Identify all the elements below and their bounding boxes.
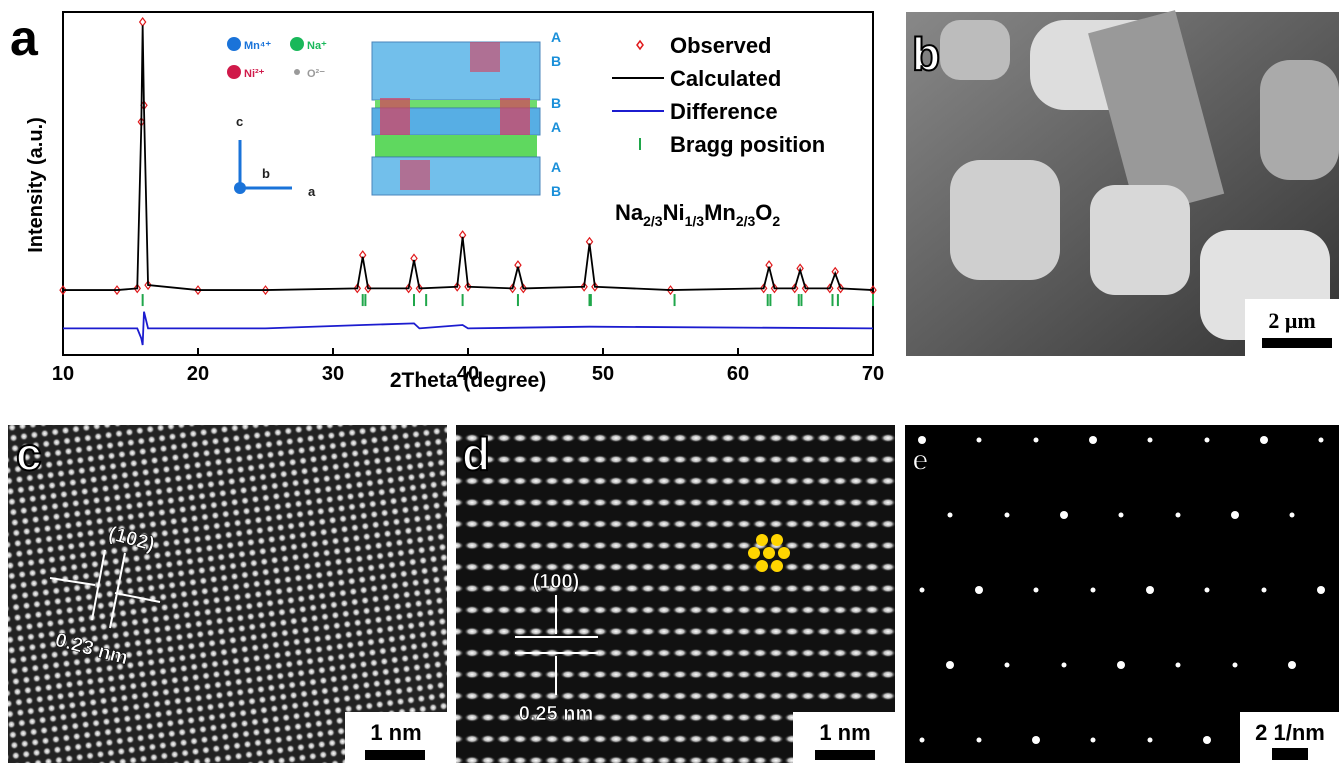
- diffraction-spot: [1288, 661, 1296, 669]
- legend-label: Bragg position: [670, 132, 825, 157]
- species-label: Ni²⁺: [244, 68, 265, 80]
- panel-label: a: [10, 10, 39, 66]
- formula-element: Na: [615, 200, 644, 225]
- observed-point: [140, 18, 146, 26]
- formula-subscript: 2/3: [736, 213, 756, 229]
- formula-subscript: 2: [772, 213, 780, 229]
- x-tick-label: 60: [727, 363, 749, 385]
- stacking-label: B: [551, 95, 561, 111]
- stacking-label: A: [551, 29, 561, 45]
- diffraction-spot: [975, 586, 983, 594]
- crystal-inset: [234, 42, 540, 195]
- stacking-label: B: [551, 183, 561, 199]
- diffraction-spot: [1319, 438, 1324, 443]
- x-tick-label: 10: [52, 363, 74, 385]
- diffraction-spot: [1117, 661, 1125, 669]
- diffraction-spot: [948, 513, 953, 518]
- legend-marker: [637, 41, 643, 49]
- axis-label: c: [236, 114, 243, 129]
- diffraction-spot: [1176, 663, 1181, 668]
- legend-label: Calculated: [670, 66, 781, 91]
- diffraction-spot: [1091, 588, 1096, 593]
- diffraction-spot: [1317, 586, 1325, 594]
- x-tick-label: 40: [457, 363, 479, 385]
- figure: a 2Theta (degree) Intensity (a.u.) 10203…: [0, 0, 1339, 763]
- diffraction-spot: [918, 436, 926, 444]
- species-marker: [290, 37, 304, 51]
- diffraction-spot: [1231, 511, 1239, 519]
- y-axis-label: Intensity (a.u.): [25, 117, 47, 253]
- stacking-label: B: [551, 53, 561, 69]
- axis-label: a: [308, 184, 316, 199]
- x-tick-label: 50: [592, 363, 614, 385]
- formula-element: Ni: [663, 200, 685, 225]
- diffraction-spot: [1119, 513, 1124, 518]
- panel-label: c: [16, 428, 42, 480]
- series-line: [63, 312, 873, 345]
- diffraction-spot: [1290, 513, 1295, 518]
- annotation: 0.25 nm: [519, 703, 593, 725]
- diffraction-spot: [1148, 438, 1153, 443]
- species-label: O²⁻: [307, 68, 325, 80]
- hrtem-c: [8, 425, 447, 763]
- diffraction-spot: [946, 661, 954, 669]
- scale-bar-label: 2 1/nm: [1255, 720, 1325, 745]
- scale-bar-label: 2 μm: [1268, 308, 1315, 333]
- panel-label: b: [912, 28, 940, 80]
- x-tick-label: 30: [322, 363, 344, 385]
- diffraction-spot: [1205, 438, 1210, 443]
- diffraction-spot: [920, 588, 925, 593]
- diffraction-spot: [1005, 663, 1010, 668]
- formula-element: Mn: [704, 200, 736, 225]
- stacking-label: A: [551, 119, 561, 135]
- panel-label: e: [912, 444, 929, 477]
- formula-element: O: [755, 200, 772, 225]
- panel-label: d: [462, 428, 490, 480]
- diffraction-spot: [1034, 588, 1039, 593]
- sem-image: [906, 10, 1339, 356]
- diffraction-spot: [1062, 663, 1067, 668]
- diffraction-spot: [1146, 586, 1154, 594]
- diffraction-spot: [1034, 438, 1039, 443]
- axis-label: b: [262, 166, 270, 181]
- diffraction-spot: [1176, 513, 1181, 518]
- species-marker: [227, 65, 241, 79]
- diffraction-spot: [1032, 736, 1040, 744]
- diffraction-spot: [977, 738, 982, 743]
- diffraction-spot: [1260, 436, 1268, 444]
- diffraction-spot: [1091, 738, 1096, 743]
- scale-bar-label: 1 nm: [370, 720, 421, 745]
- formula-subscript: 1/3: [685, 213, 705, 229]
- diffraction-spot: [1262, 588, 1267, 593]
- species-marker: [227, 37, 241, 51]
- x-tick-label: 20: [187, 363, 209, 385]
- legend-label: Difference: [670, 99, 778, 124]
- scale-bar-label: 1 nm: [819, 720, 870, 745]
- diffraction-spot: [1060, 511, 1068, 519]
- diffraction-spot: [920, 738, 925, 743]
- stacking-label: A: [551, 159, 561, 175]
- diffraction-spot: [1089, 436, 1097, 444]
- diffraction-spot: [1005, 513, 1010, 518]
- diffraction-spot: [1148, 738, 1153, 743]
- annotation: (100): [533, 571, 580, 593]
- x-tick-label: 70: [862, 363, 884, 385]
- diffraction-spot: [1203, 736, 1211, 744]
- species-marker: [294, 69, 300, 75]
- diffraction-spot: [1233, 663, 1238, 668]
- diffraction-spot: [1205, 588, 1210, 593]
- formula-subscript: 2/3: [643, 213, 663, 229]
- legend-label: Observed: [670, 33, 772, 58]
- diffraction-spot: [977, 438, 982, 443]
- species-label: Mn⁴⁺: [244, 40, 271, 52]
- saed-e: [905, 425, 1339, 763]
- formula: Na2/3Ni1/3Mn2/3O2: [615, 200, 780, 229]
- species-label: Na⁺: [307, 40, 327, 52]
